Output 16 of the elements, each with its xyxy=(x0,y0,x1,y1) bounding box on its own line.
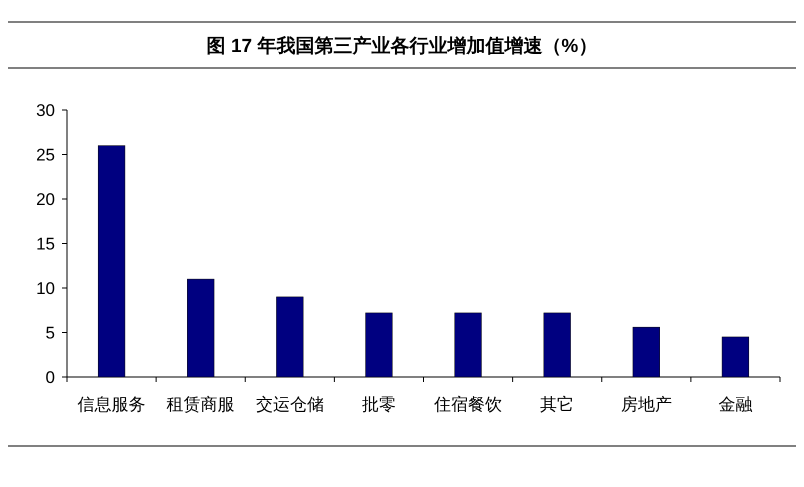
y-tick-label: 10 xyxy=(36,279,55,298)
y-tick-label: 20 xyxy=(36,190,55,209)
y-tick-label: 15 xyxy=(36,234,55,254)
chart-title: 图 17 年我国第三产业各行业增加值增速（%） xyxy=(206,35,598,57)
y-tick-label: 5 xyxy=(46,324,55,342)
x-tick-label: 其它 xyxy=(540,395,574,414)
x-tick-label: 租赁商服 xyxy=(166,395,235,414)
y-tick-label: 0 xyxy=(46,368,55,387)
x-tick-label: 金融 xyxy=(718,395,752,414)
x-tick-label: 房地产 xyxy=(620,395,672,414)
x-tick-label: 住宿餐饮 xyxy=(433,395,502,414)
y-tick-label: 30 xyxy=(36,101,55,120)
x-tick-label: 信息服务 xyxy=(78,395,146,414)
x-tick-label: 交运仓储 xyxy=(256,395,324,414)
y-tick-label: 25 xyxy=(36,146,55,164)
x-tick-label: 批零 xyxy=(362,395,396,414)
